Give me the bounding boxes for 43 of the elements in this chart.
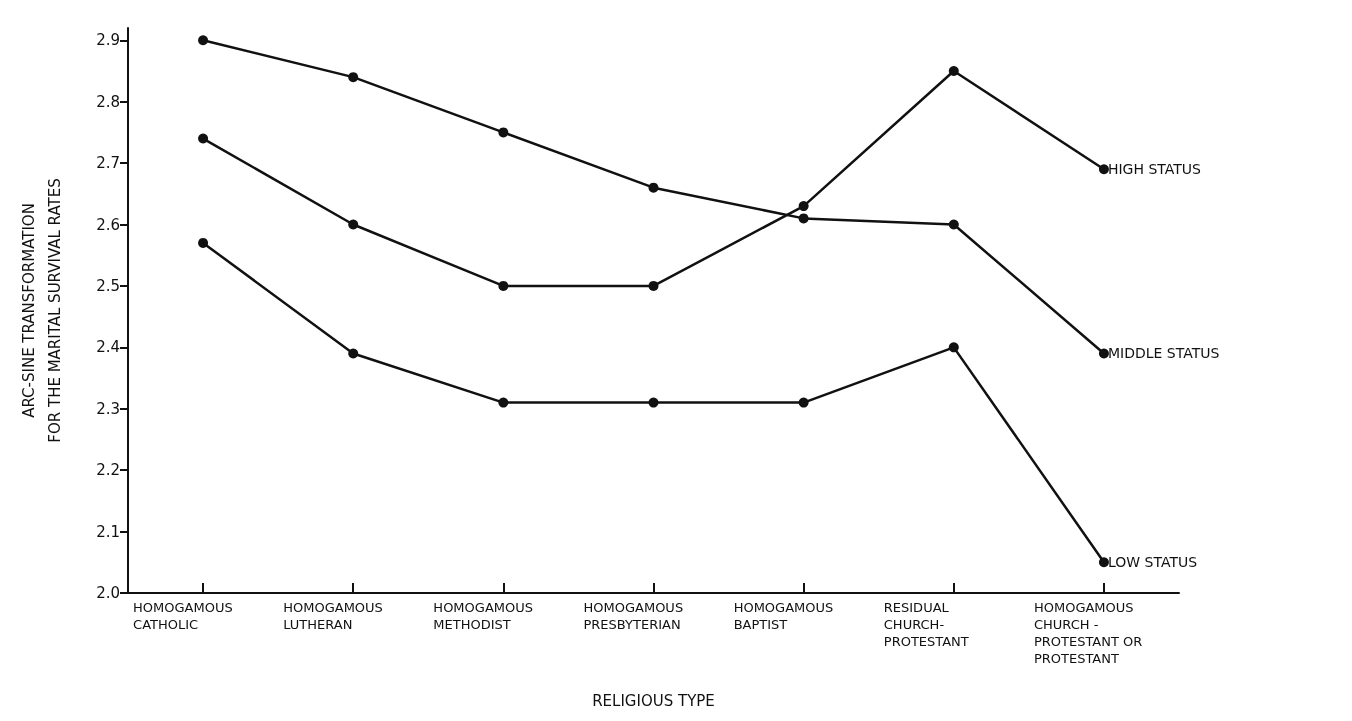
point — [1098, 164, 1109, 175]
point — [498, 127, 509, 138]
y-tick-label: 2.7 — [96, 154, 120, 173]
y-tick-label: 2.0 — [96, 584, 120, 602]
y-tick-label: 2.9 — [96, 31, 120, 50]
point — [798, 201, 809, 212]
x-tick-label: HOMOGAMOUS LUTHERAN — [283, 600, 383, 632]
series-label: MIDDLE STATUS — [1107, 345, 1220, 362]
point — [648, 280, 659, 291]
point — [648, 397, 659, 408]
y-tick-label: 2.1 — [96, 522, 120, 541]
y-tick-label: 2.8 — [96, 92, 120, 111]
point — [948, 65, 959, 76]
point — [1098, 348, 1109, 359]
series-label: LOW STATUS — [1107, 554, 1198, 571]
point — [198, 133, 209, 144]
y-tick-label: 2.6 — [96, 215, 120, 234]
y-axis-title: ARC-SINE TRANSFORMATION FOR THE MARITAL SURVIVAL RATES — [20, 178, 64, 443]
point — [948, 219, 959, 230]
point — [348, 219, 359, 230]
point — [198, 237, 209, 248]
point — [798, 213, 809, 224]
point — [198, 35, 209, 46]
point — [948, 342, 959, 353]
x-tick-label: RESIDUAL CHURCH- PROTESTANT — [883, 600, 969, 649]
y-tick-label: 2.3 — [96, 399, 120, 418]
point — [498, 397, 509, 408]
x-tick-label: HOMOGAMOUS CATHOLIC — [133, 600, 233, 632]
x-tick-label: HOMOGAMOUS PRESBYTERIAN — [583, 600, 684, 632]
point — [348, 348, 359, 359]
x-tick-label: HOMOGAMOUS BAPTIST — [733, 600, 834, 632]
point — [798, 397, 809, 408]
x-tick-label: HOMOGAMOUS CHURCH - PROTESTANT OR PROTESTANT — [1033, 600, 1143, 666]
x-tick-label: HOMOGAMOUS METHODIST — [433, 600, 533, 632]
series-label: HIGH STATUS — [1107, 161, 1202, 178]
point — [348, 72, 359, 83]
y-tick-label: 2.2 — [96, 461, 120, 480]
point — [648, 182, 659, 193]
y-tick-label: 2.5 — [96, 276, 120, 295]
x-axis-title: RELIGIOUS TYPE — [592, 691, 715, 710]
point — [1098, 557, 1109, 568]
point — [498, 280, 509, 291]
y-tick-label: 2.4 — [96, 338, 120, 357]
